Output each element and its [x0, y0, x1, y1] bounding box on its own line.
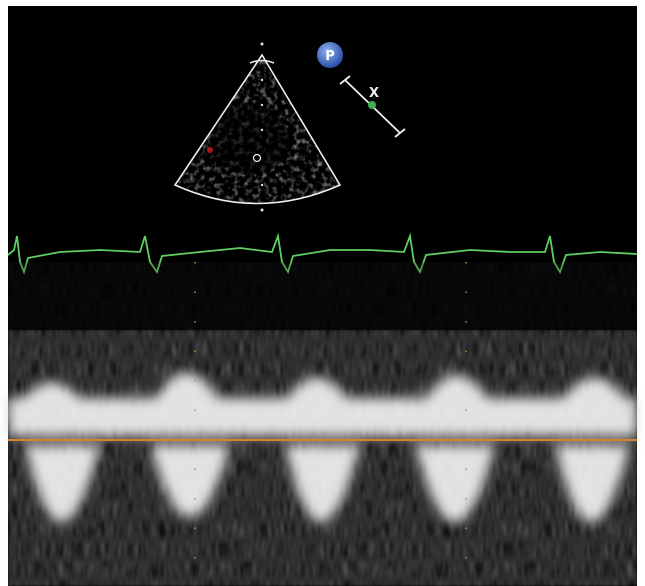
page: {"overlay": {"mode_icon": "P", "cursor_m… [0, 0, 645, 586]
doppler-spectrum [8, 262, 637, 586]
ultrasound-screen: P X [0, 0, 645, 586]
mode-icon: P [317, 42, 343, 68]
cursor-marker: X [369, 86, 379, 101]
mode-icon-label: P [325, 49, 335, 64]
